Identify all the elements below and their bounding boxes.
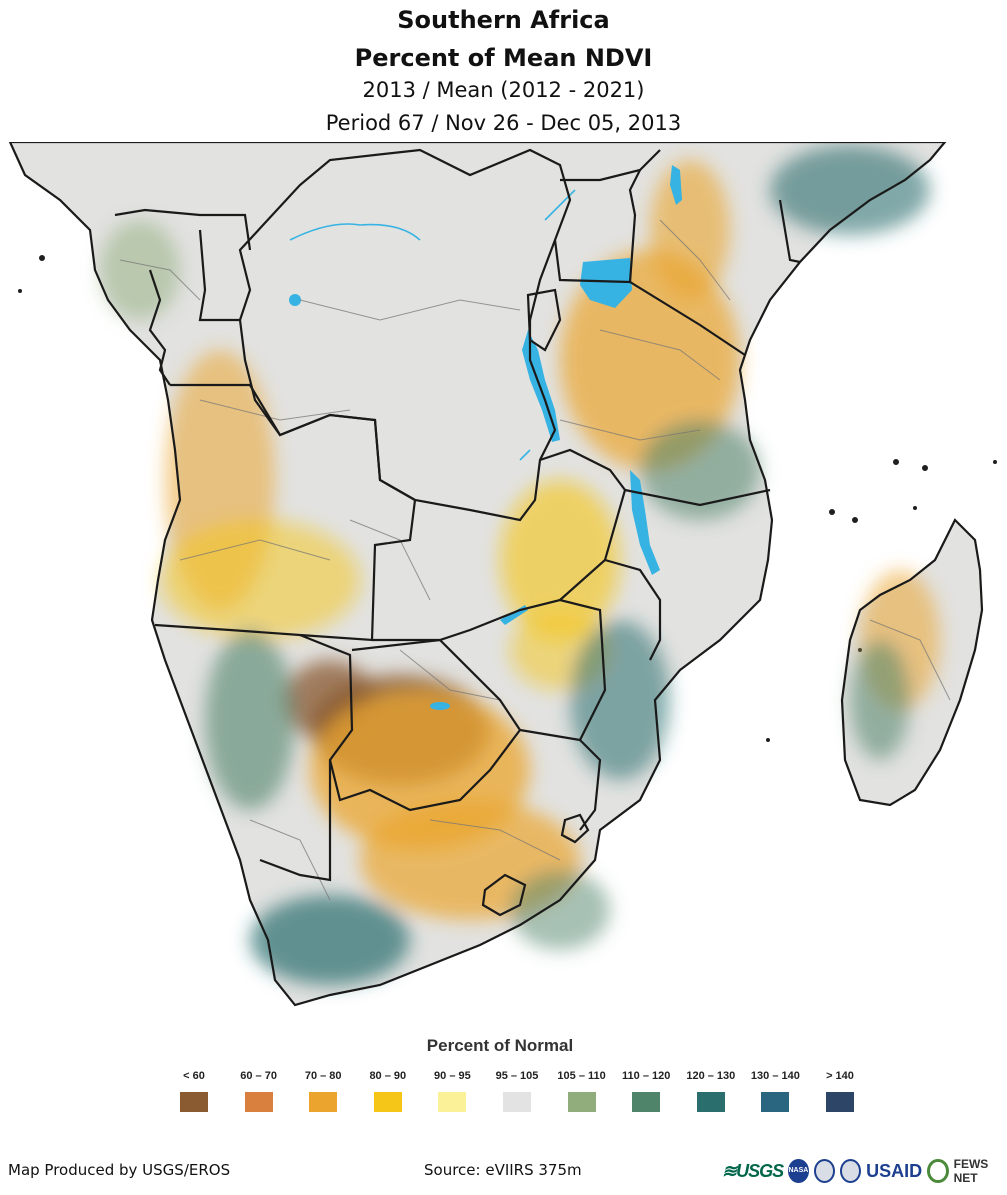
- lake-turkana: [670, 165, 682, 205]
- lake-malawi: [630, 470, 660, 575]
- usaid-logo: USAID: [866, 1160, 923, 1181]
- legend-swatch: [438, 1092, 467, 1112]
- legend-item: > 140: [808, 1068, 872, 1112]
- nasa-logo: NASA: [788, 1159, 809, 1183]
- legend-label: 130 – 140: [750, 1070, 800, 1082]
- legend-label: 95 – 105: [495, 1070, 539, 1082]
- map-period: Period 67 / Nov 26 - Dec 05, 2013: [325, 111, 682, 135]
- legend-item: 105 – 110: [550, 1068, 614, 1112]
- legend-label: < 60: [183, 1070, 205, 1082]
- map-subtitle: Percent of Mean NDVI: [354, 44, 653, 72]
- legend-label: 105 – 110: [557, 1070, 606, 1082]
- legend-item: 110 – 120: [614, 1068, 678, 1112]
- partner-logos: ≋USGS NASA USAID FEWS NET: [722, 1155, 1007, 1187]
- map-producer: Map Produced by USGS/EROS: [8, 1161, 231, 1179]
- legend-swatch: [696, 1092, 725, 1112]
- legend-item: 80 – 90: [356, 1068, 420, 1112]
- legend-swatch: [632, 1092, 661, 1112]
- legend-swatch: [567, 1092, 596, 1112]
- legend-swatch: [503, 1092, 531, 1112]
- legend-item: 60 – 70: [227, 1068, 291, 1112]
- legend-swatch: [180, 1092, 208, 1112]
- legend-swatch: [309, 1092, 338, 1112]
- admin-boundaries: [119, 219, 951, 901]
- map-title: Southern Africa: [397, 6, 610, 34]
- legend-label: 80 – 90: [369, 1070, 407, 1082]
- usgs-logo: ≋USGS: [722, 1160, 784, 1181]
- fews-globe-icon: [927, 1159, 949, 1183]
- legend-swatch: [244, 1092, 273, 1112]
- rivers: [289, 189, 576, 461]
- legend-label: 90 – 95: [434, 1070, 471, 1082]
- ndvi-map: [8, 142, 997, 1007]
- legend-item: 120 – 130: [679, 1068, 743, 1112]
- legend-label: 120 – 130: [686, 1070, 736, 1082]
- legend-swatch: [373, 1092, 402, 1112]
- legend-item: < 60: [162, 1068, 226, 1112]
- legend-item: 90 – 95: [420, 1068, 484, 1112]
- legend-title: Percent of Normal: [426, 1036, 574, 1055]
- legend-label: 60 – 70: [240, 1070, 277, 1082]
- legend-item: 95 – 105: [485, 1068, 549, 1112]
- usaid-seal-icon: [839, 1159, 862, 1183]
- anomaly-patches: [100, 145, 940, 985]
- legend-swatch: [761, 1092, 790, 1112]
- national-borders: [8, 142, 984, 1007]
- noaa-seal-icon: [813, 1159, 835, 1183]
- map-comparison: 2013 / Mean (2012 - 2021): [362, 78, 645, 102]
- legend-label: > 140: [826, 1070, 854, 1082]
- legend-swatch: [826, 1092, 854, 1112]
- fews-net-logo: FEWS NET: [953, 1157, 989, 1185]
- lake-victoria: [580, 258, 632, 308]
- legend-label: 110 – 120: [622, 1070, 671, 1082]
- island-group: [18, 255, 997, 742]
- legend-item: 70 – 80: [291, 1068, 355, 1112]
- legend-label: 70 – 80: [304, 1070, 342, 1082]
- data-source: Source: eVIIRS 375m: [424, 1161, 582, 1179]
- legend-item: 130 – 140: [743, 1068, 807, 1112]
